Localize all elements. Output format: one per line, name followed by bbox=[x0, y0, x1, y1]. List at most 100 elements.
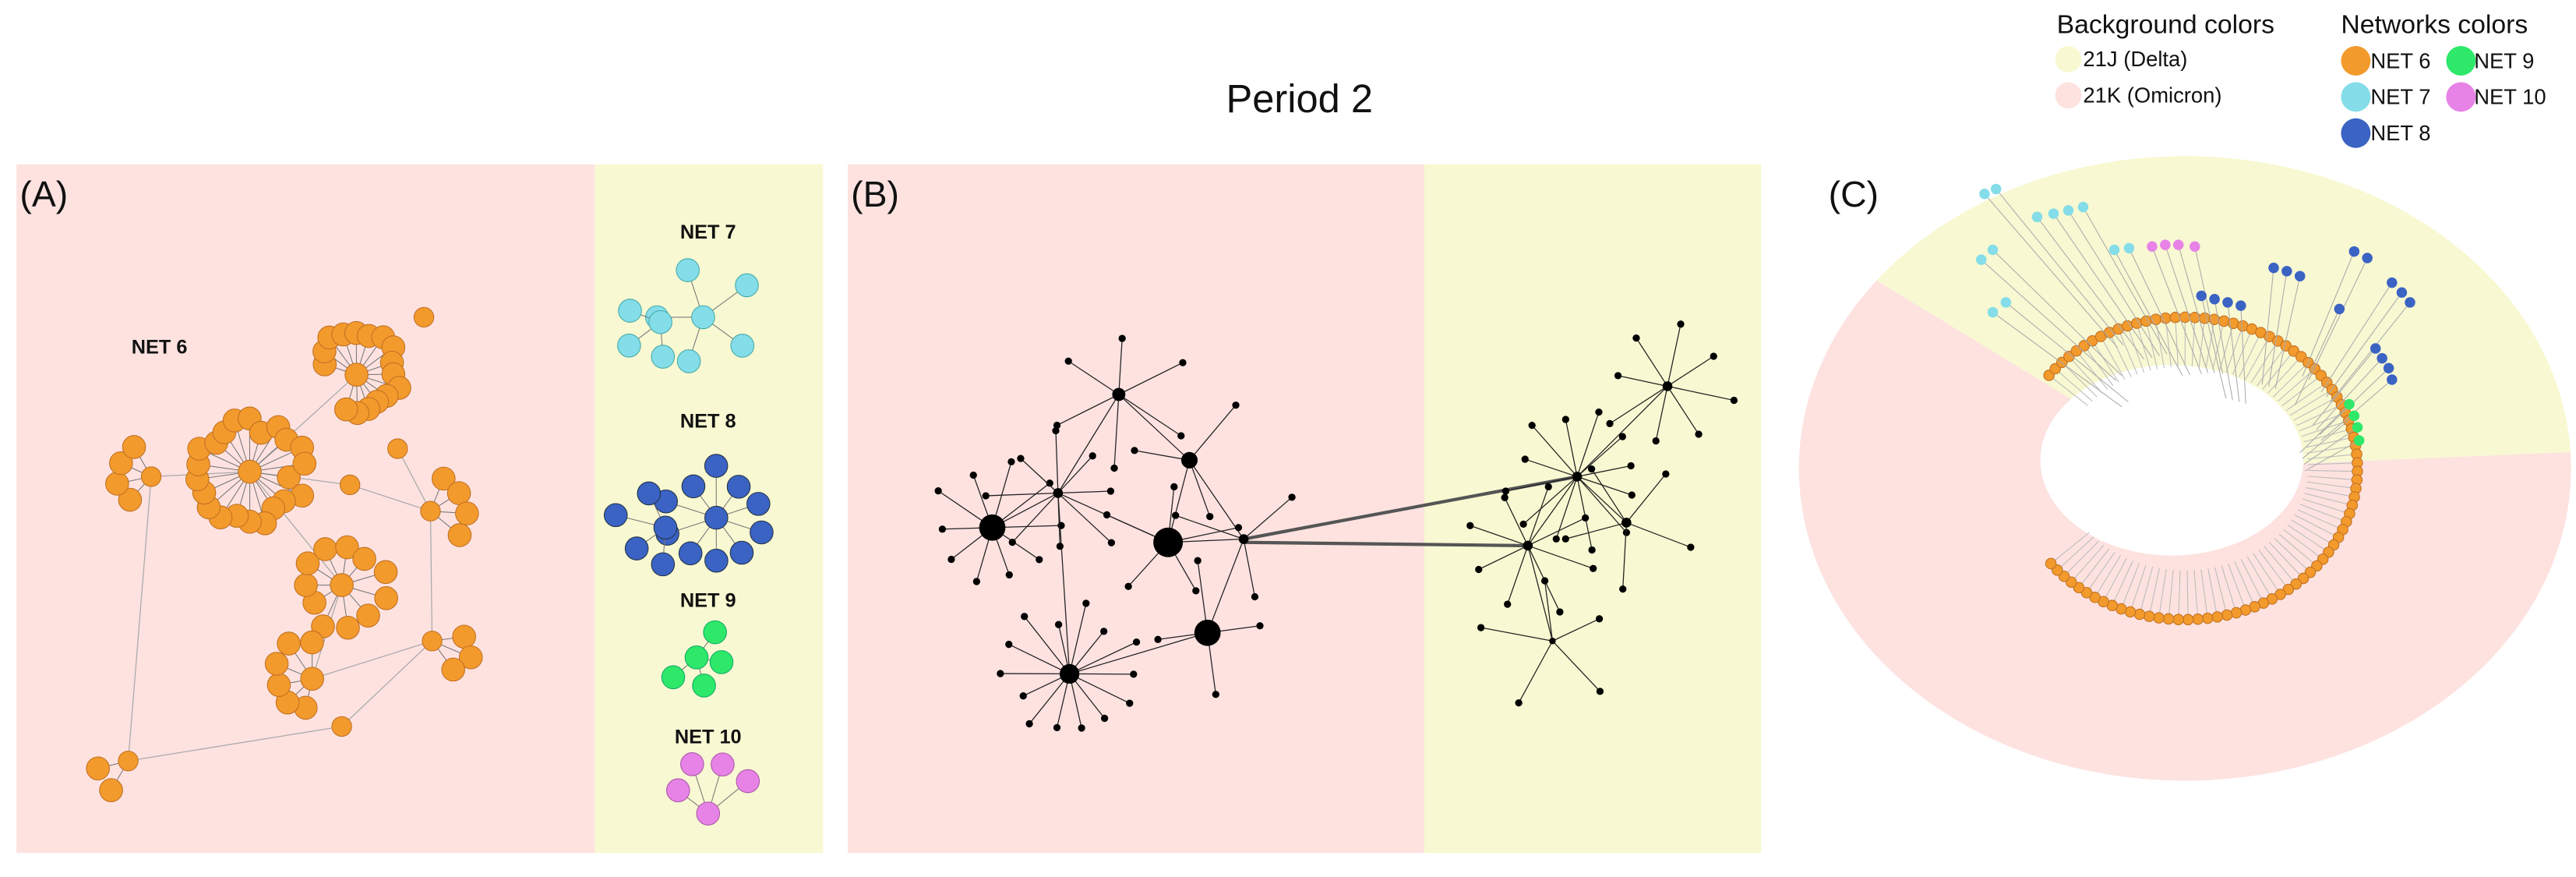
node bbox=[651, 345, 676, 369]
node bbox=[703, 620, 727, 645]
node bbox=[1581, 514, 1590, 522]
tree-branch bbox=[2268, 271, 2288, 387]
node bbox=[1025, 720, 1033, 728]
legend-swatch bbox=[2341, 118, 2371, 148]
node bbox=[2048, 208, 2059, 219]
node bbox=[1466, 522, 1474, 529]
node bbox=[1501, 493, 1509, 501]
tree-branch bbox=[2118, 328, 2138, 375]
tree-branch bbox=[2305, 437, 2354, 448]
tree-branch bbox=[2102, 557, 2127, 603]
edge bbox=[1622, 522, 1627, 589]
node bbox=[1007, 458, 1015, 466]
node bbox=[109, 451, 133, 476]
node bbox=[2153, 612, 2165, 624]
network-label: NET 7 bbox=[680, 221, 736, 243]
node bbox=[1053, 723, 1061, 731]
edge bbox=[1118, 362, 1184, 395]
node bbox=[2235, 300, 2246, 311]
node bbox=[1730, 396, 1738, 405]
node bbox=[709, 650, 734, 674]
edge bbox=[1118, 394, 1182, 437]
tree-branch bbox=[2128, 248, 2190, 375]
tree-branch bbox=[2302, 251, 2355, 377]
node bbox=[1251, 592, 1259, 601]
node bbox=[2353, 435, 2365, 446]
tree-branch bbox=[2289, 389, 2333, 416]
node bbox=[2199, 312, 2211, 324]
panel-b-network bbox=[934, 320, 1738, 732]
edge bbox=[128, 726, 342, 762]
edge bbox=[1667, 324, 1681, 387]
tree-branch bbox=[2094, 555, 2122, 598]
node bbox=[344, 362, 369, 387]
tree-branch bbox=[2274, 538, 2311, 573]
edge bbox=[127, 476, 152, 762]
node bbox=[692, 674, 716, 698]
node bbox=[441, 657, 465, 682]
legend-swatch bbox=[2055, 82, 2082, 109]
tree-branch bbox=[2296, 404, 2342, 426]
edge bbox=[1527, 545, 1554, 642]
tree-branch bbox=[2285, 382, 2327, 411]
node bbox=[1238, 534, 1249, 544]
edge bbox=[1576, 476, 1593, 550]
node bbox=[1990, 183, 2002, 195]
tree-branch bbox=[2145, 320, 2158, 370]
node bbox=[2108, 244, 2120, 256]
node bbox=[1288, 493, 1296, 501]
node bbox=[730, 334, 755, 358]
edge bbox=[1636, 338, 1668, 387]
legend-title: Networks colors bbox=[2341, 10, 2528, 40]
node bbox=[1622, 529, 1631, 536]
edge bbox=[1523, 476, 1578, 525]
edge bbox=[1011, 493, 1059, 543]
tree-branch bbox=[2061, 362, 2098, 398]
node bbox=[1521, 455, 1529, 463]
node bbox=[624, 536, 649, 561]
node bbox=[678, 541, 703, 566]
tree-branch bbox=[2212, 320, 2225, 370]
node bbox=[2370, 343, 2381, 354]
node bbox=[1561, 535, 1569, 543]
node bbox=[1054, 621, 1063, 628]
tree-branch bbox=[2299, 504, 2347, 522]
edge bbox=[1175, 515, 1244, 540]
node bbox=[1677, 320, 1685, 328]
edge bbox=[1069, 632, 1208, 675]
edge bbox=[1067, 360, 1120, 395]
node bbox=[2383, 362, 2394, 374]
legend-item: NET 8 bbox=[2370, 121, 2430, 145]
edge bbox=[1667, 385, 1734, 401]
tree-branch bbox=[2239, 332, 2261, 377]
node bbox=[1005, 640, 1013, 649]
node bbox=[2348, 410, 2360, 422]
edge bbox=[1244, 540, 1528, 548]
edge bbox=[1576, 476, 1627, 533]
tree-branch bbox=[2076, 350, 2108, 390]
node bbox=[2182, 614, 2194, 626]
node bbox=[1544, 483, 1552, 491]
node bbox=[651, 552, 676, 577]
network-label: NET 8 bbox=[680, 411, 736, 433]
node bbox=[118, 487, 143, 512]
tree-branch bbox=[2221, 565, 2237, 614]
node bbox=[2073, 582, 2085, 594]
node bbox=[294, 573, 318, 597]
node bbox=[2334, 303, 2345, 315]
node bbox=[1477, 624, 1485, 631]
node bbox=[335, 535, 359, 560]
node bbox=[413, 306, 435, 328]
edge bbox=[1527, 517, 1586, 546]
legend-item: NET 9 bbox=[2474, 48, 2534, 72]
edge bbox=[1024, 616, 1071, 674]
node bbox=[2348, 246, 2360, 257]
node bbox=[1194, 619, 1221, 646]
tree-branch bbox=[2068, 210, 2160, 356]
node bbox=[118, 750, 139, 772]
node bbox=[691, 305, 715, 330]
node bbox=[1124, 582, 1132, 590]
node bbox=[711, 752, 735, 776]
node bbox=[1590, 564, 1597, 572]
edge bbox=[1555, 476, 1578, 539]
